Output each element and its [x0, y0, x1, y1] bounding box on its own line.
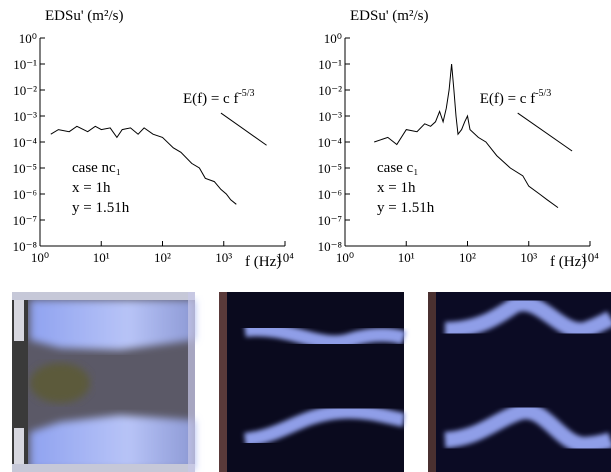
case-text: case c₁	[377, 160, 418, 176]
y-tick-label: 10⁻⁷	[318, 213, 342, 228]
x-tick-label: 10⁴	[581, 250, 599, 265]
y-tick-label: 10⁻⁴	[13, 135, 38, 150]
y-tick-label: 10⁻⁵	[13, 161, 37, 176]
slope-line	[220, 112, 267, 146]
y-tick-label: 10⁻⁸	[13, 239, 38, 254]
x-tick-label: 10³	[520, 250, 537, 265]
y-tick-label: 10⁻⁷	[13, 213, 37, 228]
slope-label-text: E(f) = c f	[183, 91, 239, 107]
case-text: y = 1.51h	[377, 200, 435, 216]
y-tick-label: 10⁻⁵	[318, 161, 342, 176]
y-tick-label: 10⁰	[324, 31, 342, 46]
y-tick-label: 10⁻¹	[13, 57, 37, 72]
x-tick-label: 10¹	[93, 250, 110, 265]
spectrum-line	[50, 125, 237, 205]
case-text: y = 1.51h	[72, 200, 130, 216]
y-tick-label: 10⁻⁴	[318, 135, 343, 150]
slope-label-exponent: -5/3	[238, 88, 254, 99]
x-tick-label: 10⁰	[336, 250, 354, 265]
y-axis-label: EDSu' (m²/s)	[45, 8, 123, 24]
photo-1	[12, 292, 195, 472]
x-tick-label: 10³	[215, 250, 232, 265]
case-text: x = 1h	[377, 180, 416, 196]
x-axis-label: f (Hz)	[550, 254, 586, 270]
y-axis-label: EDSu' (m²/s)	[350, 8, 428, 24]
slope-line	[517, 112, 573, 152]
y-tick-label: 10⁻⁶	[318, 187, 342, 202]
x-tick-label: 10²	[154, 250, 171, 265]
x-axis-label: f (Hz)	[245, 254, 281, 270]
y-tick-label: 10⁻³	[318, 109, 342, 124]
y-tick-label: 10⁻¹	[318, 57, 342, 72]
slope-label-exponent: -5/3	[535, 88, 551, 99]
y-tick-label: 10⁻³	[13, 109, 37, 124]
spectrum-line	[374, 63, 559, 209]
x-tick-label: 10¹	[398, 250, 415, 265]
y-tick-label: 10⁻⁸	[318, 239, 343, 254]
x-tick-label: 10²	[459, 250, 476, 265]
x-tick-label: 10⁰	[31, 250, 49, 265]
x-tick-label: 10⁴	[276, 250, 294, 265]
case-text: case nc₁	[72, 160, 121, 176]
y-tick-label: 10⁻²	[318, 83, 342, 98]
y-tick-label: 10⁻²	[13, 83, 37, 98]
case-text: x = 1h	[72, 180, 111, 196]
photo-3	[428, 292, 611, 472]
slope-label: E(f) = c f-5/3	[183, 88, 255, 107]
slope-label: E(f) = c f-5/3	[480, 88, 552, 107]
photo-2	[219, 292, 407, 472]
y-tick-label: 10⁰	[19, 31, 37, 46]
y-tick-label: 10⁻⁶	[13, 187, 37, 202]
slope-label-text: E(f) = c f	[480, 91, 536, 107]
